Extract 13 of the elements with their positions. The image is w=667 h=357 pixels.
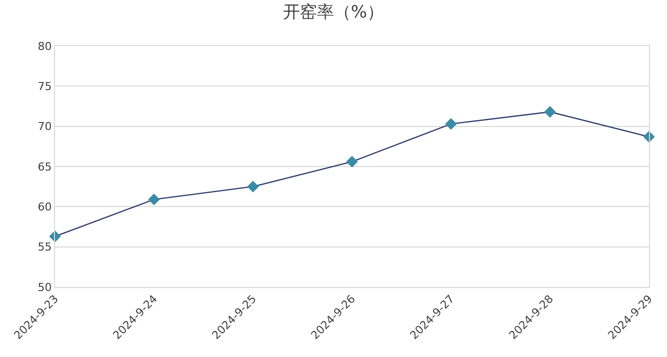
point [445, 118, 457, 130]
point [544, 106, 556, 118]
point [148, 194, 160, 206]
y-tick-label: 60 [38, 200, 52, 214]
y-tick-label: 65 [38, 160, 52, 174]
chart-title: 开窑率（%） [282, 2, 384, 22]
y-tick-label: 75 [38, 80, 52, 94]
y-tick-label: 70 [38, 120, 52, 134]
point [247, 180, 259, 192]
point [346, 156, 358, 168]
y-tick-label: 55 [38, 240, 52, 254]
y-tick-label: 80 [38, 40, 52, 53]
y-tick-label: 50 [38, 280, 52, 294]
